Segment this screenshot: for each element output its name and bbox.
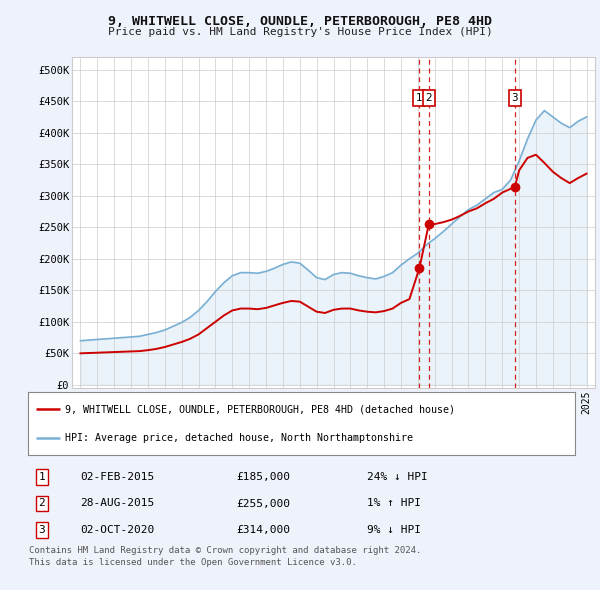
Text: 24% ↓ HPI: 24% ↓ HPI bbox=[367, 472, 428, 482]
Text: 02-OCT-2020: 02-OCT-2020 bbox=[80, 525, 154, 535]
Text: £255,000: £255,000 bbox=[236, 499, 290, 509]
Text: 1: 1 bbox=[416, 93, 422, 103]
Text: £314,000: £314,000 bbox=[236, 525, 290, 535]
Text: 9% ↓ HPI: 9% ↓ HPI bbox=[367, 525, 421, 535]
Text: 2: 2 bbox=[425, 93, 432, 103]
Text: £185,000: £185,000 bbox=[236, 472, 290, 482]
Text: Contains HM Land Registry data © Crown copyright and database right 2024.: Contains HM Land Registry data © Crown c… bbox=[29, 546, 421, 555]
Text: HPI: Average price, detached house, North Northamptonshire: HPI: Average price, detached house, Nort… bbox=[65, 433, 413, 443]
Text: 02-FEB-2015: 02-FEB-2015 bbox=[80, 472, 154, 482]
Text: This data is licensed under the Open Government Licence v3.0.: This data is licensed under the Open Gov… bbox=[29, 558, 356, 566]
Text: 1% ↑ HPI: 1% ↑ HPI bbox=[367, 499, 421, 509]
Text: 9, WHITWELL CLOSE, OUNDLE, PETERBOROUGH, PE8 4HD: 9, WHITWELL CLOSE, OUNDLE, PETERBOROUGH,… bbox=[108, 15, 492, 28]
Text: 2: 2 bbox=[38, 499, 45, 509]
Text: 28-AUG-2015: 28-AUG-2015 bbox=[80, 499, 154, 509]
Text: Price paid vs. HM Land Registry's House Price Index (HPI): Price paid vs. HM Land Registry's House … bbox=[107, 27, 493, 37]
Text: 1: 1 bbox=[38, 472, 45, 482]
Text: 3: 3 bbox=[38, 525, 45, 535]
Text: 3: 3 bbox=[512, 93, 518, 103]
Text: 9, WHITWELL CLOSE, OUNDLE, PETERBOROUGH, PE8 4HD (detached house): 9, WHITWELL CLOSE, OUNDLE, PETERBOROUGH,… bbox=[65, 404, 455, 414]
